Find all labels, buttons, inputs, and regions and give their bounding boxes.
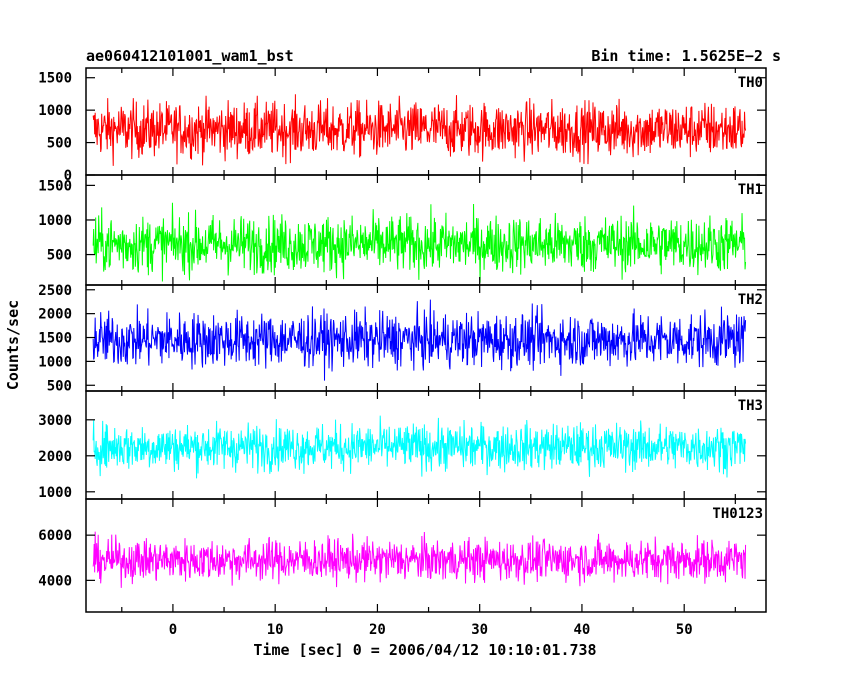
y-tick-label: 1000 <box>38 354 72 370</box>
series-th3-trace <box>92 415 747 479</box>
y-tick-label: 1000 <box>38 485 72 501</box>
series-th2-trace <box>92 299 747 381</box>
y-tick-label: 2500 <box>38 283 72 299</box>
y-tick-label: 2000 <box>38 449 72 465</box>
y-tick-label: 1000 <box>38 213 72 229</box>
y-tick-label: 2000 <box>38 307 72 323</box>
y-tick-label: 500 <box>47 378 72 394</box>
x-tick-label: 40 <box>574 622 591 638</box>
series-th0123-trace <box>92 531 747 588</box>
chart-title-left: ae060412101001_wam1_bst <box>86 47 294 65</box>
x-tick-label: 0 <box>169 622 177 638</box>
series-th1-trace <box>92 202 747 283</box>
series-th0-trace <box>92 94 747 166</box>
panel-frame-th0123 <box>85 498 767 613</box>
y-tick-label: 4000 <box>38 573 72 589</box>
y-tick-label: 500 <box>47 248 72 264</box>
y-tick-label: 1000 <box>38 103 72 119</box>
x-tick-label: 20 <box>369 622 386 638</box>
y-tick-label: 6000 <box>38 528 72 544</box>
panel-label-th0123: TH0123 <box>712 506 763 522</box>
x-tick-label: 50 <box>676 622 693 638</box>
y-tick-label: 3000 <box>38 413 72 429</box>
panel-label-th1: TH1 <box>738 182 763 198</box>
panel-label-th0: TH0 <box>738 75 763 91</box>
chart-title-right: Bin time: 1.5625E−2 s <box>591 47 781 65</box>
y-tick-label: 1500 <box>38 71 72 87</box>
panel-label-th2: TH2 <box>738 292 763 308</box>
y-axis-label: Counts/sec <box>4 300 22 390</box>
panel-label-th3: TH3 <box>738 398 763 414</box>
y-tick-label: 1500 <box>38 331 72 347</box>
x-tick-label: 10 <box>267 622 284 638</box>
y-tick-label: 1500 <box>38 178 72 194</box>
y-tick-label: 0 <box>64 168 72 184</box>
y-tick-label: 500 <box>47 136 72 152</box>
x-tick-label: 30 <box>471 622 488 638</box>
x-axis-label: Time [sec] 0 = 2006/04/12 10:10:01.738 <box>253 641 596 659</box>
